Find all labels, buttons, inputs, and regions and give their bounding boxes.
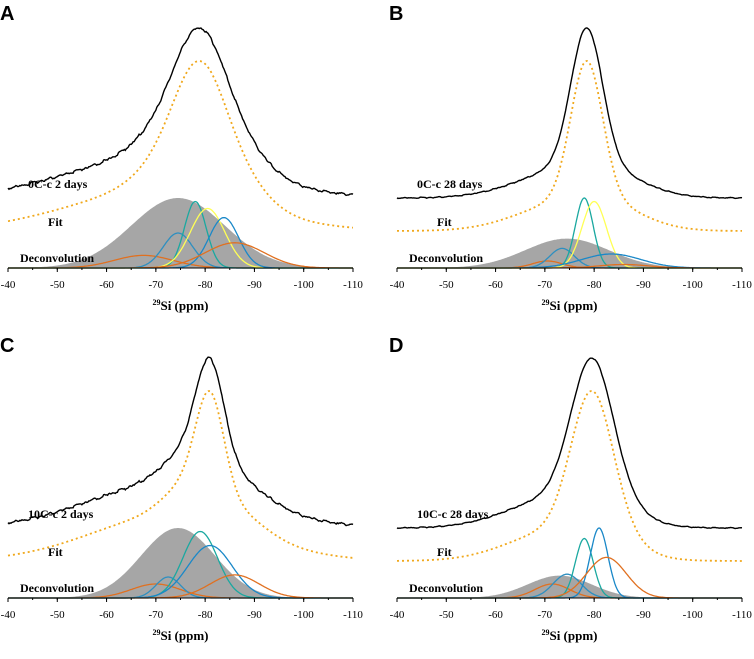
x-tick-label: -90 bbox=[636, 609, 651, 621]
panel-letter: B bbox=[389, 3, 403, 25]
x-tick-label: -40 bbox=[390, 279, 405, 291]
fit-spectrum-line bbox=[7, 390, 353, 559]
experimental-spectrum-line bbox=[7, 27, 354, 197]
x-tick-label: -70 bbox=[538, 609, 553, 621]
fit-label: Fit bbox=[48, 215, 63, 229]
x-axis-label-main: Si (ppm) bbox=[549, 298, 597, 313]
x-tick-label: -100 bbox=[294, 609, 315, 621]
fit-spectrum-line bbox=[397, 390, 742, 562]
x-tick-label: -80 bbox=[198, 609, 213, 621]
x-tick-label: -40 bbox=[390, 609, 405, 621]
deconvolution-label: Deconvolution bbox=[409, 581, 483, 595]
x-tick-label: -40 bbox=[1, 609, 16, 621]
panel-b: B -40 -50 -60 -70 -80 -90 -100 -110 29Si (ppm) 0C… bbox=[389, 3, 752, 313]
sample-label: 0C-c 2 days bbox=[28, 177, 88, 191]
x-axis-label-main: Si (ppm) bbox=[160, 298, 208, 313]
panel-c: C -40 -50 -60 -70 -80 -90 -100 -110 29Si (ppm) 10… bbox=[0, 335, 363, 643]
x-tick-label: -90 bbox=[636, 279, 651, 291]
x-tick-label: -60 bbox=[99, 609, 114, 621]
experimental-spectrum-line bbox=[396, 27, 743, 200]
x-axis-label: 29Si (ppm) bbox=[152, 628, 208, 643]
panel-a: A -40 -50 -60 -70 -80 -90 -100 -110 29Si (ppm) 0C… bbox=[0, 3, 363, 313]
x-tick-label: -100 bbox=[683, 279, 704, 291]
x-axis-label: 29Si (ppm) bbox=[541, 628, 597, 643]
x-tick-label: -100 bbox=[683, 609, 704, 621]
x-tick-label: -100 bbox=[294, 279, 315, 291]
deconvolution-label: Deconvolution bbox=[409, 251, 483, 265]
deconvolution-component-filled bbox=[397, 575, 742, 598]
x-tick-label: -80 bbox=[198, 279, 213, 291]
x-tick-label: -50 bbox=[439, 609, 454, 621]
deconvolution-component-filled bbox=[397, 238, 742, 268]
x-axis-label-main: Si (ppm) bbox=[549, 628, 597, 643]
panel-letter: C bbox=[0, 335, 14, 357]
x-tick-label: -40 bbox=[1, 279, 16, 291]
x-axis-label-superscript: 29 bbox=[541, 628, 549, 637]
fit-label: Fit bbox=[437, 545, 452, 559]
panel-letter: A bbox=[0, 3, 14, 25]
sample-label: 0C-c 28 days bbox=[417, 177, 483, 191]
x-axis-label-main: Si (ppm) bbox=[160, 628, 208, 643]
fit-spectrum-line bbox=[397, 60, 742, 232]
x-tick-label: -70 bbox=[149, 609, 164, 621]
x-tick-label: -60 bbox=[488, 279, 503, 291]
x-axis-label-superscript: 29 bbox=[152, 298, 160, 307]
sample-label: 10C-c 2 days bbox=[28, 507, 94, 521]
x-axis-label: 29Si (ppm) bbox=[541, 298, 597, 313]
x-tick-label: -50 bbox=[439, 279, 454, 291]
x-tick-label: -60 bbox=[488, 609, 503, 621]
x-tick-label: -50 bbox=[50, 609, 65, 621]
x-tick-label: -110 bbox=[732, 279, 752, 291]
x-tick-label: -80 bbox=[587, 279, 602, 291]
x-axis-label: 29Si (ppm) bbox=[152, 298, 208, 313]
x-tick-label: -70 bbox=[149, 279, 164, 291]
panel-letter: D bbox=[389, 335, 403, 357]
x-axis-label-superscript: 29 bbox=[541, 298, 549, 307]
fit-label: Fit bbox=[48, 545, 63, 559]
x-tick-label: -50 bbox=[50, 279, 65, 291]
fit-spectrum-line bbox=[7, 60, 353, 229]
experimental-spectrum-line bbox=[396, 357, 743, 530]
panel-d: D -40 -50 -60 -70 -80 -90 -100 -110 29Si (ppm) 10… bbox=[389, 335, 752, 643]
x-axis-label-superscript: 29 bbox=[152, 628, 160, 637]
x-tick-label: -110 bbox=[343, 609, 363, 621]
x-tick-label: -90 bbox=[247, 279, 262, 291]
deconvolution-label: Deconvolution bbox=[20, 581, 94, 595]
experimental-spectrum-line bbox=[7, 356, 354, 527]
fit-label: Fit bbox=[437, 215, 452, 229]
x-tick-label: -110 bbox=[343, 279, 363, 291]
x-tick-label: -90 bbox=[247, 609, 262, 621]
sample-label: 10C-c 28 days bbox=[417, 507, 489, 521]
x-tick-label: -110 bbox=[732, 609, 752, 621]
deconvolution-label: Deconvolution bbox=[20, 251, 94, 265]
x-tick-label: -80 bbox=[587, 609, 602, 621]
x-tick-label: -70 bbox=[538, 279, 553, 291]
x-tick-label: -60 bbox=[99, 279, 114, 291]
